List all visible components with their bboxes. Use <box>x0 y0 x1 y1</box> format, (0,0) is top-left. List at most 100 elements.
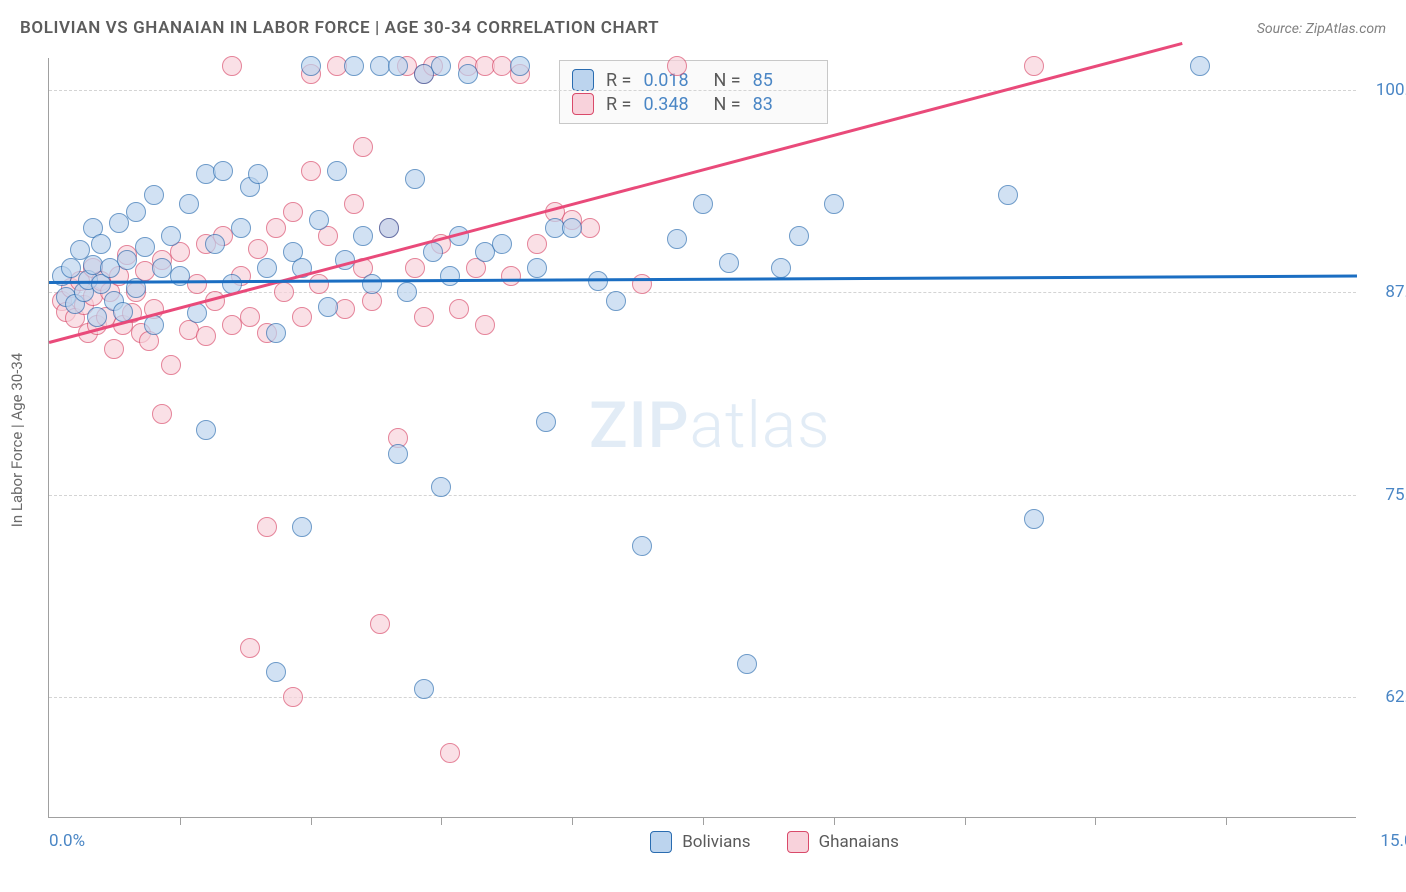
stats-row-ghanaians: R = 0.348 N = 83 <box>572 93 811 115</box>
data-point-blue <box>91 234 111 254</box>
watermark-thin: atlas <box>690 388 831 463</box>
data-point-blue <box>266 662 286 682</box>
data-point-pink <box>580 218 600 238</box>
y-tick-label: 75.0% <box>1361 485 1406 505</box>
data-point-pink <box>501 266 521 286</box>
data-point-blue <box>126 202 146 222</box>
data-point-blue <box>353 226 373 246</box>
data-point-blue <box>431 477 451 497</box>
data-point-pink <box>222 56 242 76</box>
data-point-pink <box>152 404 172 424</box>
data-point-pink <box>667 56 687 76</box>
title-bar: BOLIVIAN VS GHANAIAN IN LABOR FORCE | AG… <box>20 18 1386 38</box>
data-point-blue <box>292 517 312 537</box>
data-point-blue <box>431 56 451 76</box>
data-point-blue <box>510 56 530 76</box>
data-point-blue <box>144 315 164 335</box>
data-point-blue <box>440 266 460 286</box>
chart-title: BOLIVIAN VS GHANAIAN IN LABOR FORCE | AG… <box>20 18 659 38</box>
legend-label-blue: Bolivians <box>682 832 750 852</box>
data-point-blue <box>379 218 399 238</box>
data-point-blue <box>492 234 512 254</box>
data-point-blue <box>109 213 129 233</box>
legend-label-pink: Ghanaians <box>819 832 899 852</box>
data-point-blue <box>61 258 81 278</box>
data-point-pink <box>240 638 260 658</box>
data-point-blue <box>423 242 443 262</box>
legend-swatch-blue-icon <box>650 831 672 853</box>
gridline <box>49 90 1356 91</box>
data-point-pink <box>344 194 364 214</box>
data-point-blue <box>998 185 1018 205</box>
data-point-blue <box>458 64 478 84</box>
gridline <box>49 697 1356 698</box>
data-point-blue <box>117 250 137 270</box>
data-point-blue <box>257 258 277 278</box>
data-point-blue <box>213 161 233 181</box>
data-point-blue <box>144 185 164 205</box>
data-point-blue <box>344 56 364 76</box>
x-tick <box>1226 817 1227 825</box>
data-point-blue <box>1024 509 1044 529</box>
data-point-blue <box>667 229 687 249</box>
data-point-blue <box>179 194 199 214</box>
x-tick <box>180 817 181 825</box>
data-point-blue <box>135 237 155 257</box>
data-point-blue <box>362 274 382 294</box>
data-point-blue <box>824 194 844 214</box>
data-point-pink <box>161 355 181 375</box>
data-point-blue <box>187 303 207 323</box>
watermark: ZIPatlas <box>589 388 831 463</box>
data-point-blue <box>719 253 739 273</box>
gridline <box>49 495 1356 496</box>
data-point-blue <box>536 412 556 432</box>
legend-item-ghanaians: Ghanaians <box>787 831 899 853</box>
data-point-blue <box>309 210 329 230</box>
data-point-blue <box>301 56 321 76</box>
n-value-pink: 83 <box>753 94 811 115</box>
data-point-pink <box>335 299 355 319</box>
y-tick-label: 62.5% <box>1361 687 1406 707</box>
data-point-blue <box>388 444 408 464</box>
data-point-pink <box>449 299 469 319</box>
data-point-blue <box>170 266 190 286</box>
data-point-pink <box>440 743 460 763</box>
data-point-pink <box>414 307 434 327</box>
data-point-pink <box>187 274 207 294</box>
data-point-blue <box>327 161 347 181</box>
data-point-blue <box>318 297 338 317</box>
data-point-pink <box>353 137 373 157</box>
data-point-blue <box>414 679 434 699</box>
data-point-pink <box>104 339 124 359</box>
r-value-pink: 0.348 <box>643 94 701 115</box>
data-point-pink <box>248 239 268 259</box>
data-point-blue <box>388 56 408 76</box>
stats-row-bolivians: R = 0.018 N = 85 <box>572 69 811 91</box>
data-point-blue <box>205 234 225 254</box>
legend-bottom: Bolivians Ghanaians <box>650 831 899 853</box>
source-attribution: Source: ZipAtlas.com <box>1257 21 1386 37</box>
data-point-blue <box>606 291 626 311</box>
swatch-blue-icon <box>572 69 594 91</box>
data-point-pink <box>527 234 547 254</box>
data-point-blue <box>405 169 425 189</box>
r-label: R = <box>606 70 631 91</box>
n-label: N = <box>713 70 740 91</box>
data-point-pink <box>196 326 216 346</box>
n-value-blue: 85 <box>753 70 811 91</box>
gridline <box>49 292 1356 293</box>
data-point-pink <box>309 274 329 294</box>
plot-area: ZIPatlas 0.0% 15.0% R = 0.018 N = 85 R =… <box>48 58 1356 818</box>
y-axis-label: In Labor Force | Age 30-34 <box>8 353 26 527</box>
data-point-blue <box>248 164 268 184</box>
data-point-pink <box>266 218 286 238</box>
data-point-pink <box>292 307 312 327</box>
swatch-pink-icon <box>572 93 594 115</box>
x-tick <box>311 817 312 825</box>
x-axis-start-label: 0.0% <box>49 831 85 851</box>
data-point-pink <box>274 282 294 302</box>
y-tick-label: 100.0% <box>1361 80 1406 100</box>
data-point-pink <box>405 258 425 278</box>
data-point-pink <box>301 161 321 181</box>
x-tick <box>834 817 835 825</box>
